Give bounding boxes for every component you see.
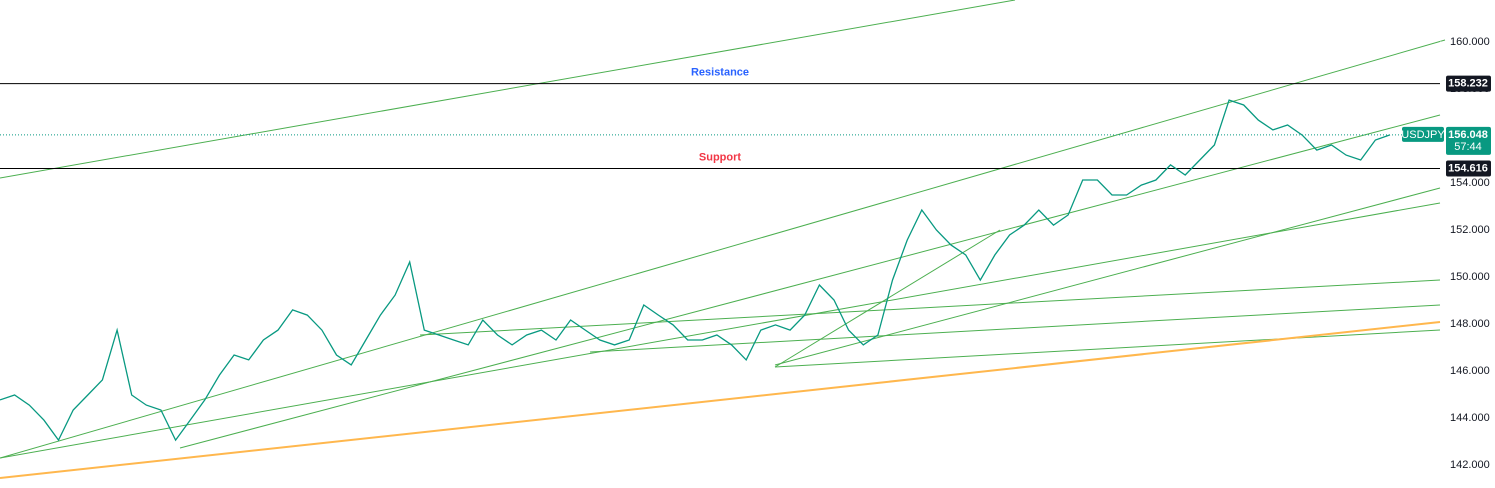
trendline bbox=[0, 0, 1016, 179]
price-tag bbox=[1446, 160, 1491, 177]
price-tag bbox=[1446, 75, 1491, 92]
trendline bbox=[0, 202, 1441, 459]
trendline bbox=[179, 114, 1441, 449]
price-tag bbox=[1446, 126, 1491, 155]
y-tick-label: 154.000 bbox=[1450, 177, 1490, 189]
y-tick-label: 160.000 bbox=[1450, 36, 1490, 48]
price-tag-label: 156.048 bbox=[1448, 129, 1488, 141]
trendline bbox=[589, 304, 1441, 353]
price-tag-label: 154.616 bbox=[1448, 162, 1488, 174]
symbol-tag bbox=[1402, 126, 1444, 142]
y-tick-label: 148.000 bbox=[1450, 318, 1490, 330]
trendline bbox=[774, 329, 1441, 368]
y-tick-label: 146.000 bbox=[1450, 365, 1490, 377]
price-line bbox=[0, 99, 1391, 442]
trendline bbox=[419, 279, 1441, 336]
price-tag-label: 158.232 bbox=[1448, 78, 1488, 90]
trendline bbox=[0, 39, 1446, 459]
level-label: Resistance bbox=[691, 67, 749, 79]
y-tick-label: 142.000 bbox=[1450, 459, 1490, 471]
y-tick-label: 150.000 bbox=[1450, 271, 1490, 283]
symbol-label: USDJPY bbox=[1401, 129, 1445, 141]
y-tick-label: 144.000 bbox=[1450, 412, 1490, 424]
y-tick-label: 152.000 bbox=[1450, 224, 1490, 236]
countdown: 57:44 bbox=[1454, 141, 1482, 153]
trendlines bbox=[0, 0, 1446, 479]
trendline bbox=[0, 321, 1441, 479]
level-label: Support bbox=[699, 151, 741, 163]
trendline bbox=[774, 187, 1441, 366]
